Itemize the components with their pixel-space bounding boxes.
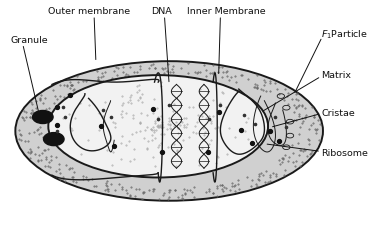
Text: $F_1$Particle: $F_1$Particle bbox=[321, 28, 368, 41]
Text: Ribosome: Ribosome bbox=[321, 149, 368, 157]
Ellipse shape bbox=[15, 61, 323, 201]
Text: Cristae: Cristae bbox=[321, 109, 355, 118]
Circle shape bbox=[33, 110, 53, 124]
Circle shape bbox=[43, 133, 64, 146]
Text: Matrix: Matrix bbox=[321, 71, 351, 80]
Text: Granule: Granule bbox=[11, 36, 49, 45]
Text: Inner Membrane: Inner Membrane bbox=[187, 7, 265, 16]
Ellipse shape bbox=[48, 75, 268, 177]
Text: DNA: DNA bbox=[152, 7, 172, 16]
Text: Outer membrane: Outer membrane bbox=[48, 7, 130, 16]
